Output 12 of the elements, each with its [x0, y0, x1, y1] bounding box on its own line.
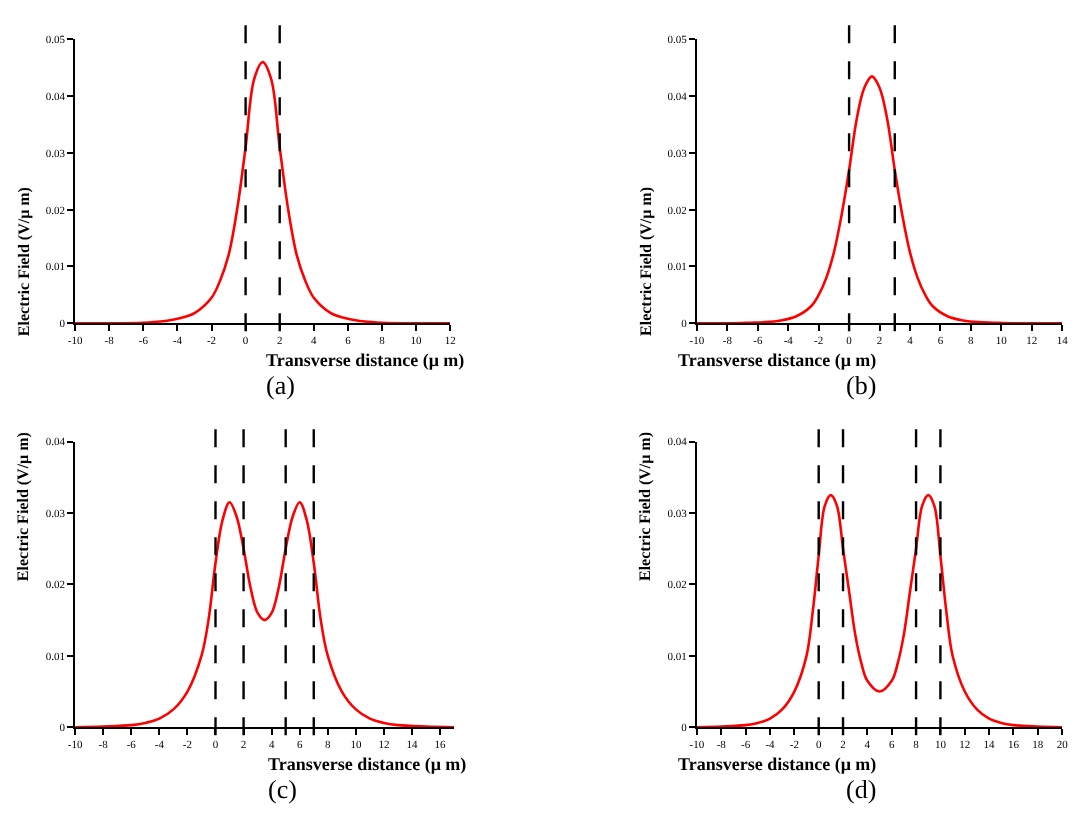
text: (a): [266, 370, 295, 400]
y-axis-title: Electric Field (V/μ m): [637, 186, 656, 336]
y-axis-title: Electric Field (V/μ m): [15, 186, 34, 337]
x-axis-title: Transverse distance (μ m): [268, 754, 467, 774]
x-axis-title: Transverse distance (μ m): [266, 350, 465, 370]
text: (d): [846, 774, 877, 804]
text: (b): [846, 370, 877, 400]
text: (c): [268, 774, 297, 804]
x-axis-title: Transverse distance (μ m): [678, 754, 877, 774]
y-axis-title: Electric Field (V/μ m): [636, 431, 655, 582]
x-axis-title: Transverse distance (μ m): [678, 350, 877, 370]
y-axis-title: Electric Field (V/μ m): [14, 431, 33, 582]
